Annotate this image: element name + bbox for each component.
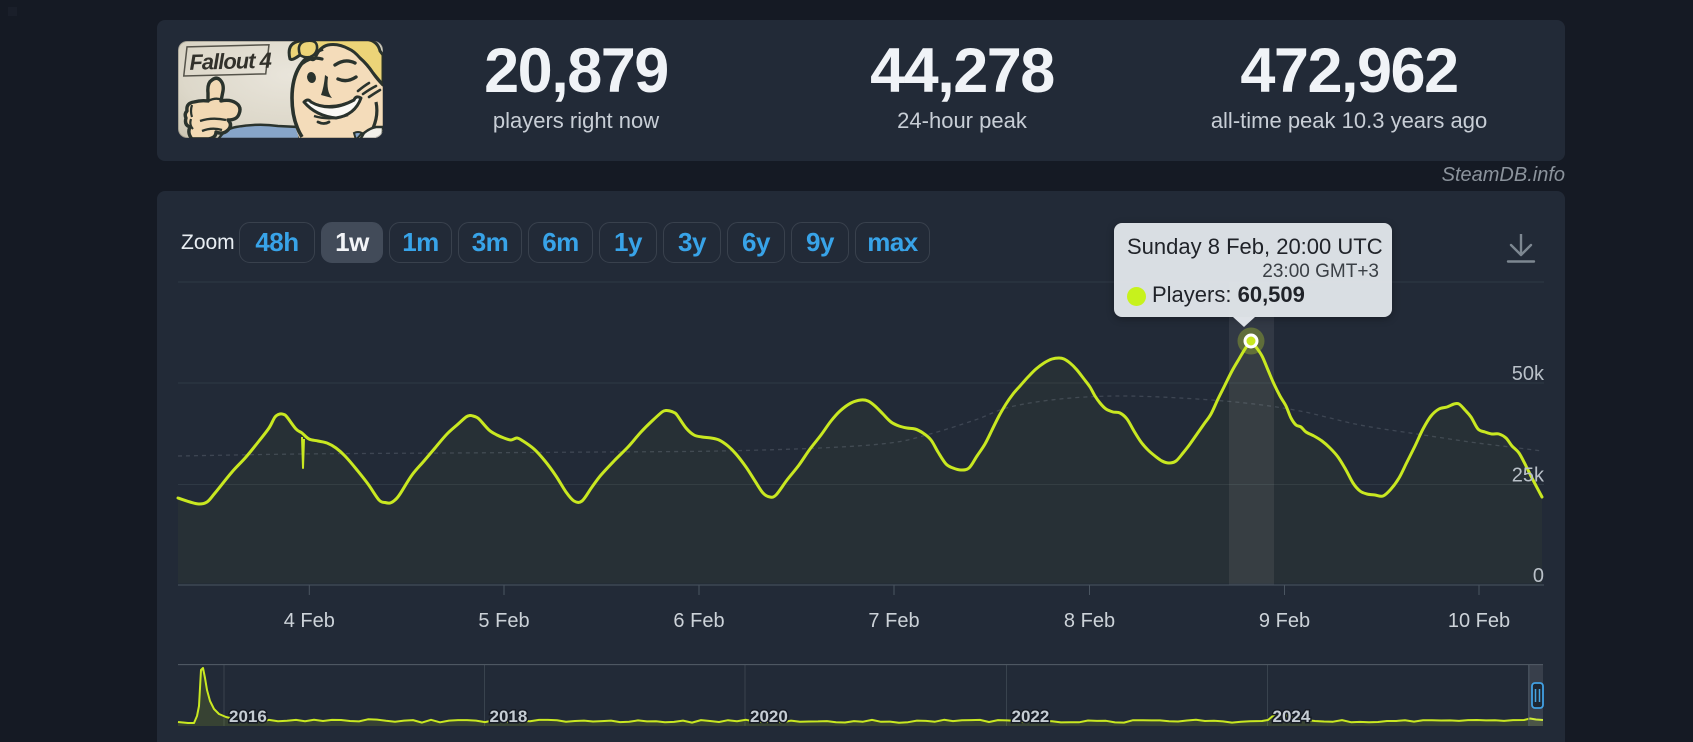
svg-text:6 Feb: 6 Feb [673, 610, 724, 632]
svg-text:2020: 2020 [750, 707, 788, 726]
svg-text:2018: 2018 [490, 707, 528, 726]
svg-text:7 Feb: 7 Feb [868, 610, 919, 632]
svg-text:2016: 2016 [229, 707, 267, 726]
svg-text:10 Feb: 10 Feb [1448, 610, 1510, 632]
svg-text:25k: 25k [1512, 465, 1545, 487]
svg-text:50k: 50k [1512, 363, 1545, 385]
svg-text:2022: 2022 [1012, 707, 1050, 726]
svg-text:9 Feb: 9 Feb [1259, 610, 1310, 632]
svg-text:Fallout 4: Fallout 4 [189, 48, 272, 75]
svg-text:0: 0 [1533, 565, 1544, 587]
svg-text:2024: 2024 [1273, 707, 1311, 726]
svg-text:5 Feb: 5 Feb [478, 610, 529, 632]
svg-text:8 Feb: 8 Feb [1064, 610, 1115, 632]
svg-text:4 Feb: 4 Feb [284, 610, 335, 632]
